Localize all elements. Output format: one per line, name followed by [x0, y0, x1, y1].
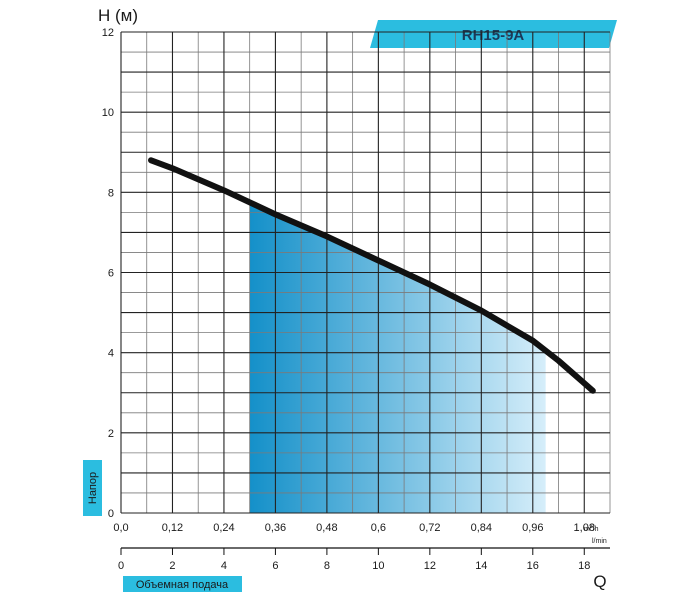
x-tick-label-lmin: 0: [118, 560, 124, 572]
x-tick-label-lmin: 2: [169, 560, 175, 572]
y-axis-title: H (м): [98, 6, 138, 25]
y-tick-label: 4: [108, 348, 114, 360]
performance-curve: [148, 157, 596, 394]
y-tick-label: 6: [108, 268, 114, 280]
x-tick-labels-m3h: 0,0 0,12 0,24 0,36 0,48 0,6 0,72 0,84 0,96 1,08: [113, 522, 595, 534]
x-tick-label-lmin: 8: [324, 560, 330, 572]
x-tick-label-m3h: 0,6: [371, 522, 386, 534]
x-tick-label-lmin: 6: [272, 560, 278, 572]
x-tick-label-m3h: 0,24: [213, 522, 234, 534]
y-tick-label: 8: [108, 187, 114, 199]
y-tick-label: 2: [108, 428, 114, 440]
x-bottom-label-badge: [123, 576, 242, 592]
x-tick-labels-lmin: 0 2 4 6 8 10 12 14 16 18: [118, 548, 590, 572]
y-side-label-badge: [83, 460, 102, 516]
x-tick-label-lmin: 18: [578, 560, 590, 572]
model-label: RH15-9A: [462, 27, 525, 44]
x-tick-label-m3h: 0,84: [471, 522, 492, 534]
x-unit-lmin: l/min: [592, 538, 607, 545]
x-unit-m3h: m3/h: [584, 524, 599, 533]
x-tick-label-lmin: 16: [527, 560, 539, 572]
y-tick-label: 0: [108, 508, 114, 520]
y-tick-label: 12: [102, 27, 114, 39]
x-tick-label-lmin: 4: [221, 560, 227, 572]
y-tick-labels: 0 2 4 6 8 10 12: [102, 27, 114, 520]
x-tick-label-m3h: 0,96: [522, 522, 543, 534]
x-axis-title: Q: [593, 572, 606, 591]
x-tick-label-m3h: 0,0: [113, 522, 128, 534]
model-badge: [370, 20, 617, 48]
x-tick-label-m3h: 1,08: [574, 522, 595, 534]
x-tick-label-m3h: 0,72: [419, 522, 440, 534]
x-tick-label-lmin: 14: [475, 560, 487, 572]
y-tick-label: 10: [102, 107, 114, 119]
x-tick-label-m3h: 0,48: [316, 522, 337, 534]
x-bottom-label: Объемная подача: [136, 579, 229, 591]
x-tick-label-lmin: 10: [372, 560, 384, 572]
grid-major-lines: [120, 31, 610, 514]
x-tick-label-m3h: 0,36: [265, 522, 286, 534]
x-tick-label-m3h: 0,12: [162, 522, 183, 534]
x-tick-label-lmin: 12: [424, 560, 436, 572]
y-side-label: Напор: [87, 472, 99, 504]
